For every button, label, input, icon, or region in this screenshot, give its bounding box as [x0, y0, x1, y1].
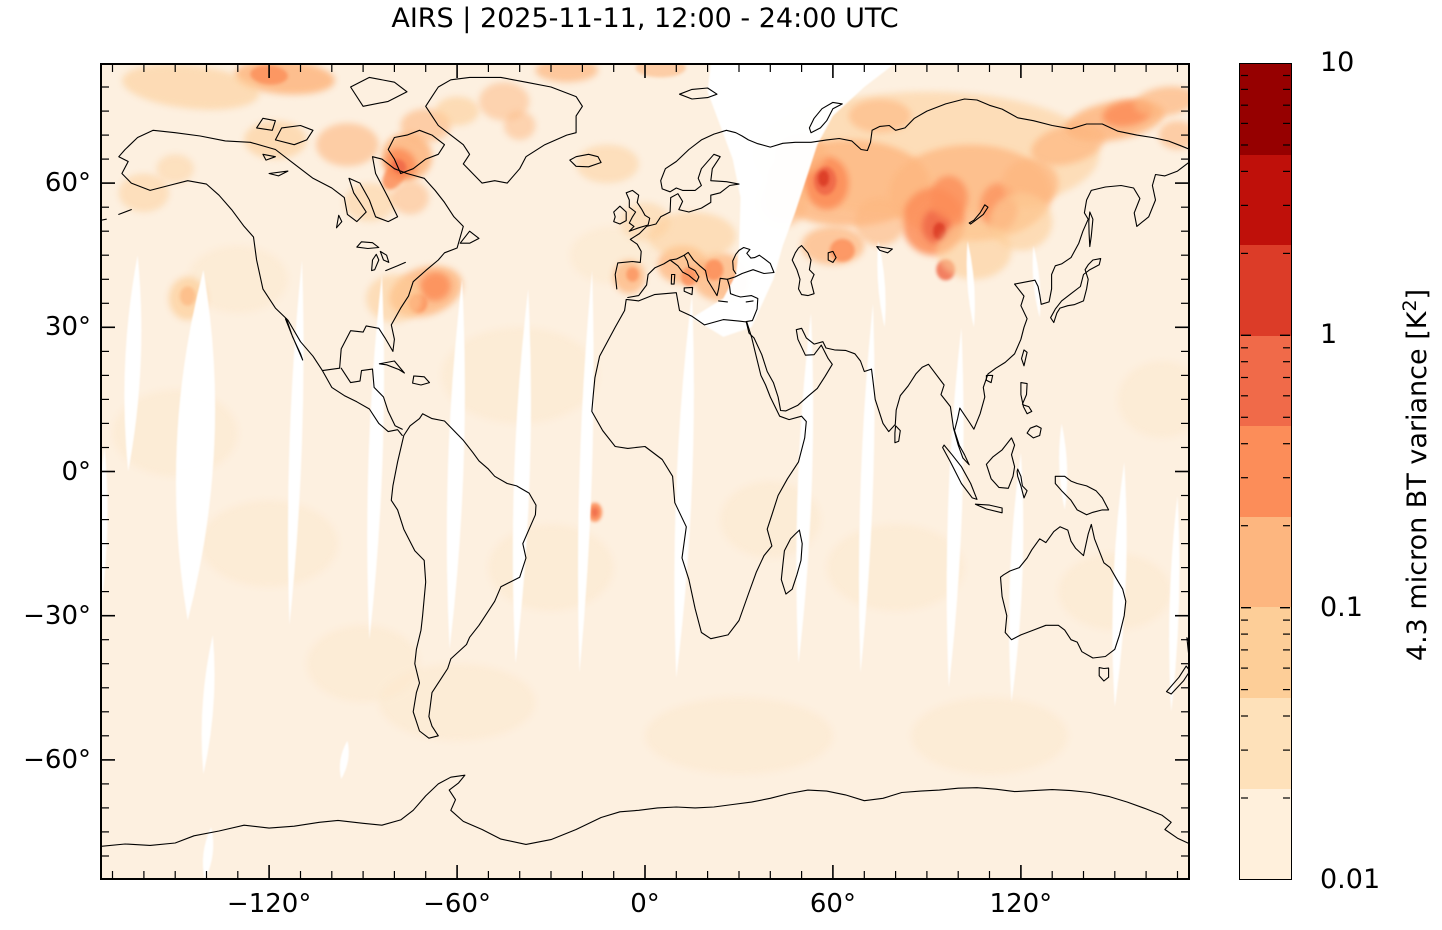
y-tick-label--60: −60° — [23, 744, 91, 775]
colorbar-tick-label-1: 1 — [1320, 319, 1338, 351]
colorbar-segment-4 — [1240, 516, 1291, 608]
colorbar-segment-2 — [1240, 697, 1291, 789]
figure-title: AIRS | 2025-11-11, 12:00 - 24:00 UTC — [391, 3, 899, 34]
colorbar-segment-5 — [1240, 426, 1291, 517]
colorbar-tick-label-0.1: 0.1 — [1320, 591, 1363, 623]
colorbar-tick-label-10: 10 — [1320, 47, 1355, 78]
colorbar-segment-6 — [1240, 335, 1291, 427]
x-tick-label-0: 0° — [630, 889, 660, 919]
axis-spines-and-ticks — [100, 63, 1190, 880]
x-tick-label-60: 60° — [809, 889, 856, 919]
x-tick-label-120: 120° — [989, 889, 1053, 919]
colorbar-segment-7 — [1240, 245, 1291, 336]
colorbar-segment-9 — [1240, 64, 1291, 155]
colorbar-axis-label-text: 4.3 micron BT variance [K — [1402, 311, 1433, 662]
coastlines — [100, 76, 1190, 847]
y-tick-label-0: 0° — [61, 456, 91, 487]
y-tick-label--30: −30° — [23, 600, 91, 631]
colorbar-axis-label-superscript: 2 — [1399, 299, 1421, 312]
colorbar-axis-label-bracket: ] — [1402, 288, 1433, 300]
x-tick-label--60: −60° — [423, 889, 491, 919]
map-plot-area — [100, 63, 1190, 880]
colorbar-axis-label: 4.3 micron BT variance [K2] — [1394, 225, 1434, 725]
colorbar-segment-1 — [1240, 788, 1291, 880]
colorbar-segment-3 — [1240, 607, 1291, 698]
world-heatmap — [100, 63, 1190, 880]
colorbar — [1239, 63, 1292, 880]
colorbar-segment-8 — [1240, 154, 1291, 246]
y-tick-label-30: 30° — [44, 312, 91, 343]
y-tick-label-60: 60° — [44, 168, 91, 199]
x-tick-label--120: −120° — [226, 889, 312, 919]
variance-hotspots — [118, 63, 1190, 522]
polar-coverage-wedge — [692, 63, 896, 337]
colorbar-tick-label-0.01: 0.01 — [1320, 864, 1381, 895]
